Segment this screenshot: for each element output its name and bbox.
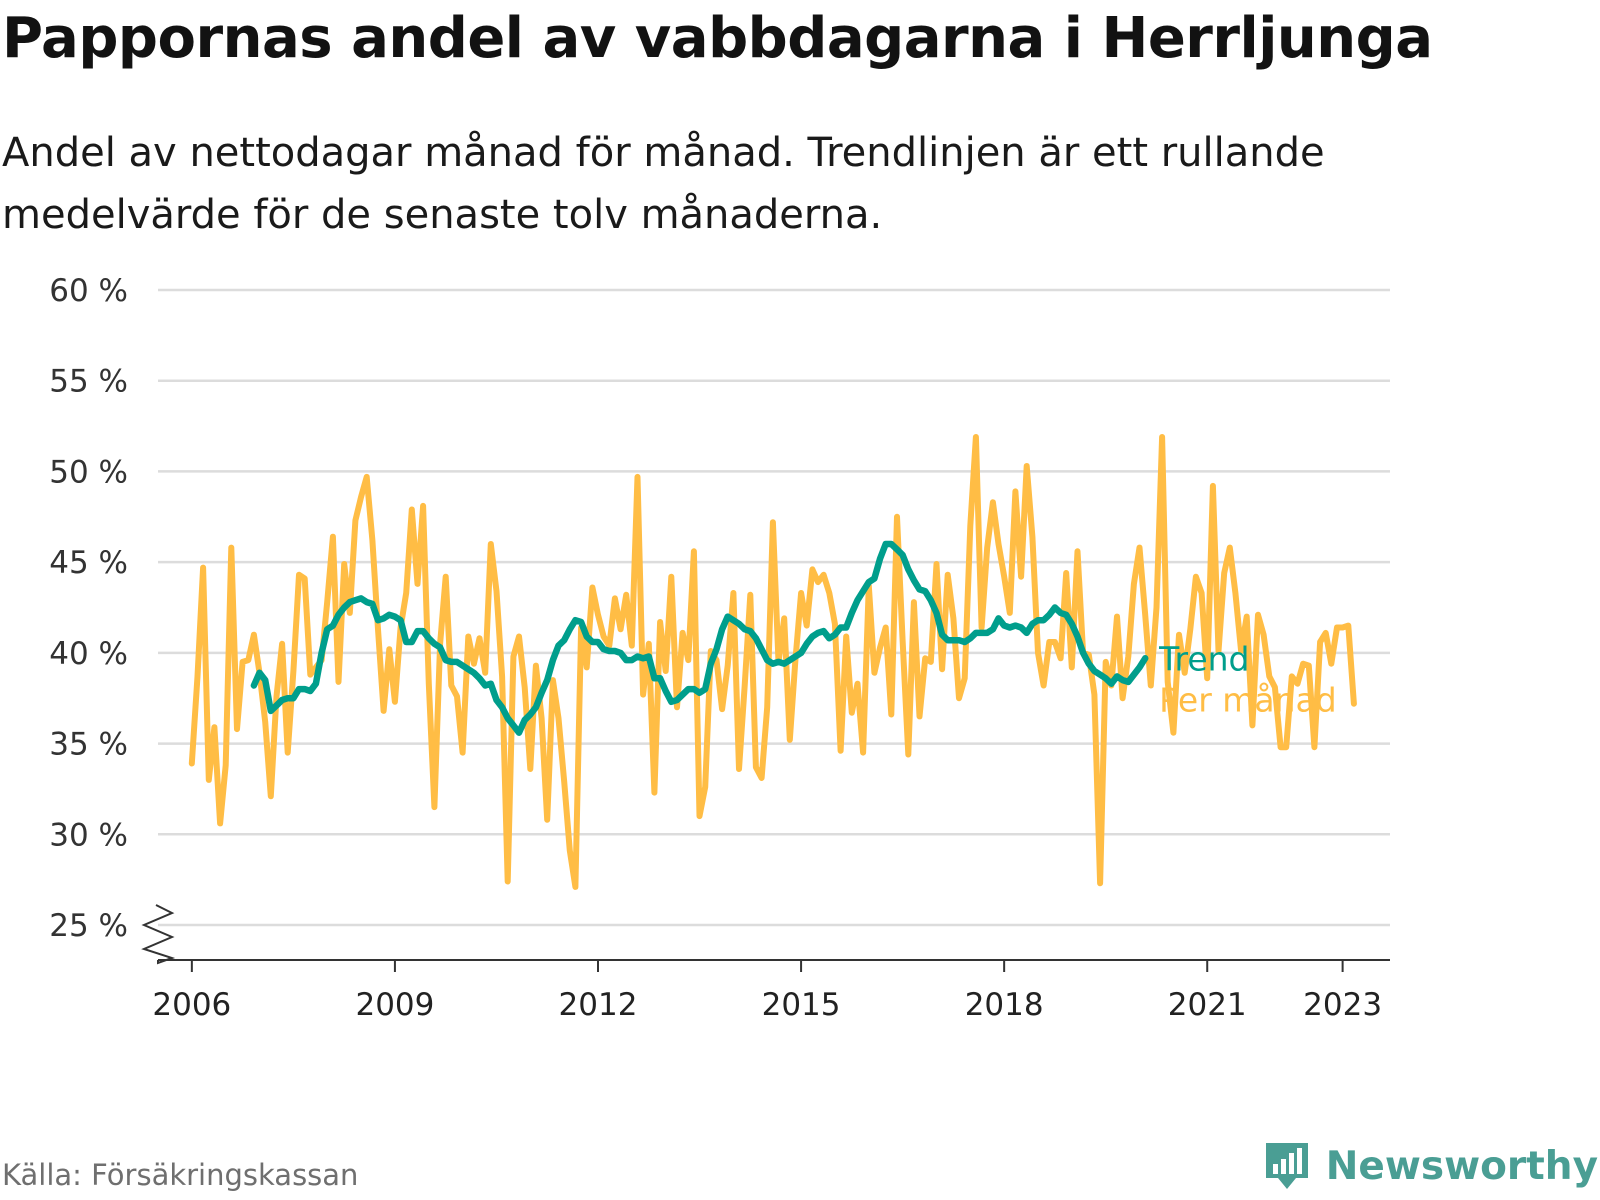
x-tick-label: 2009 (355, 987, 434, 1023)
x-tick-label: 2018 (965, 987, 1044, 1023)
y-tick-label: 55 % (49, 364, 128, 400)
source-note: Källa: Försäkringskassan (2, 1158, 359, 1192)
line-chart: 25 %30 %35 %40 %45 %50 %55 %60 % 2006 200… (49, 273, 1390, 1023)
y-axis: 25 % 30 % 35 % 40 % 45 % 50 % 55 % 60 % (49, 273, 128, 944)
x-tick-label: 2015 (762, 987, 841, 1023)
y-tick-label: 35 % (49, 727, 128, 763)
x-tick-label: 2006 (152, 987, 231, 1023)
y-tick-label: 45 % (49, 545, 128, 581)
series-layer (188, 434, 1357, 890)
series-line-per-manad (188, 434, 1357, 890)
y-tick-label: 50 % (49, 454, 128, 490)
chart-subtitle: Andel av nettodagar månad för månad. Tre… (2, 130, 1325, 238)
y-tick-label: 25 % (49, 908, 128, 944)
y-tick-label: 40 % (49, 636, 128, 672)
x-tick-label: 2023 (1303, 987, 1382, 1023)
y-tick-label: 30 % (49, 817, 128, 853)
brand-name: Newsworthy (1325, 1143, 1598, 1189)
brand-logo: Newsworthy (1262, 1141, 1598, 1191)
chart-title: Pappornas andel av vabbdagarna i Herrlju… (2, 6, 1433, 71)
series-line-trend (250, 540, 1149, 736)
x-tick-label: 2012 (559, 987, 638, 1023)
y-tick-label: 60 % (49, 273, 128, 309)
x-tick-label: 2021 (1168, 987, 1247, 1023)
legend-label-trend: Trend (1158, 639, 1249, 678)
legend-label-per-manad: Per månad (1159, 680, 1337, 719)
newsworthy-logo-icon (1265, 1143, 1308, 1189)
axis-break-mark (141, 904, 176, 965)
x-axis: 2006 2009 2012 2015 2018 2021 2023 (141, 904, 1390, 1023)
